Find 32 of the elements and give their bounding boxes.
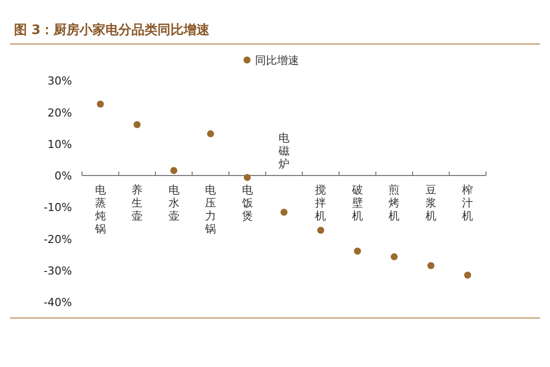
y-tick-label: -30% — [44, 264, 72, 278]
x-tick-label: 豆浆机 — [425, 184, 436, 223]
point — [317, 226, 324, 234]
y-tick-label: 0% — [54, 170, 72, 183]
y-tick-label: 10% — [48, 138, 72, 151]
point — [244, 174, 251, 181]
point — [96, 100, 104, 108]
point — [207, 130, 214, 138]
x-tick-label: 电饭煲 — [240, 184, 253, 223]
y-tick-label: -40% — [44, 296, 72, 309]
x-tick-label: 榨汁机 — [462, 184, 474, 223]
y-tick-label: -20% — [44, 232, 72, 246]
point — [134, 121, 141, 128]
y-tick-label: -10% — [44, 201, 72, 214]
x-tick-label: 搅拌机 — [315, 184, 326, 223]
y-tick-label: 30% — [48, 74, 72, 88]
point — [170, 166, 178, 174]
x-tick-label: 电磁炉 — [278, 132, 290, 171]
point — [390, 253, 398, 260]
x-tick-label: 煎烤机 — [388, 184, 400, 223]
x-tick-label: 养生壶 — [132, 184, 143, 223]
x-tick-label: 电压力锅 — [204, 184, 216, 236]
chart-title: 图 3：厨房小家电分品类同比增速 — [14, 22, 211, 38]
point — [464, 272, 472, 279]
x-tick-label: 电蒸炖锅 — [94, 184, 106, 236]
x-tick-label: 电水壶 — [168, 184, 180, 223]
point — [427, 262, 434, 270]
y-tick-label: 20% — [48, 106, 72, 120]
point — [280, 208, 288, 216]
x-tick-label: 破壁机 — [350, 184, 363, 223]
legend-label: 同比增速 — [255, 54, 299, 67]
point — [354, 248, 361, 255]
